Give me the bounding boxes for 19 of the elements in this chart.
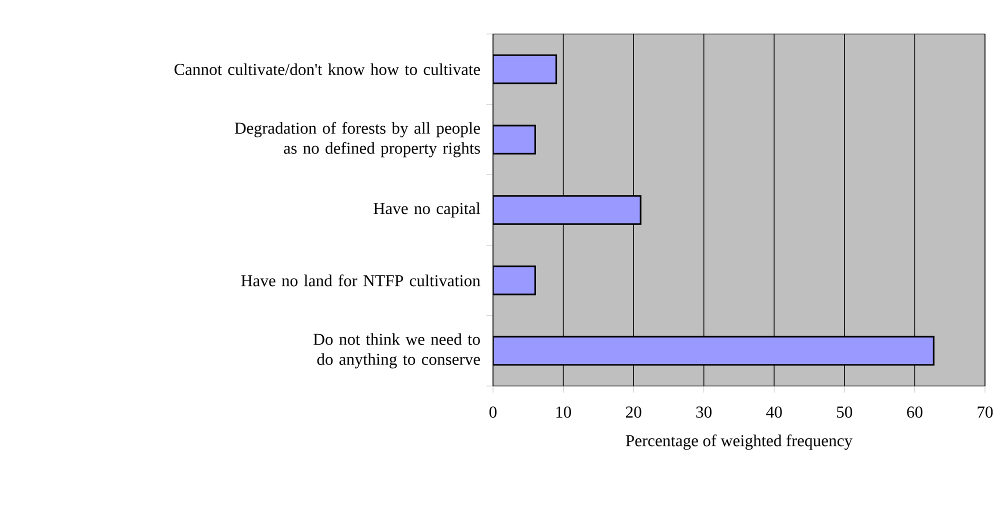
x-tick-label: 40 — [766, 406, 782, 418]
bar — [493, 266, 536, 296]
bar — [493, 54, 558, 84]
x-tick-label: 30 — [696, 406, 712, 418]
y-tick-label: Cannot cultivate/don't know how to cultivate — [174, 63, 480, 76]
bar — [493, 336, 934, 366]
x-tick-label: 20 — [626, 406, 642, 418]
x-tick-label: 60 — [907, 406, 922, 418]
bar — [493, 195, 642, 225]
x-tick-label: 0 — [489, 406, 497, 418]
bar — [493, 124, 536, 154]
y-tick-label: Degradation of forests by all people as no defined property rights — [234, 122, 480, 158]
y-tick-label: Have no capital — [374, 202, 480, 218]
x-tick-label: 10 — [556, 406, 571, 418]
y-tick-label: Have no land for NTFP cultivation — [241, 274, 480, 286]
x-tick-label: 70 — [978, 406, 993, 418]
x-tick-label: 50 — [837, 406, 852, 418]
x-axis-title: Percentage of weighted frequency — [626, 434, 853, 450]
y-tick-label: Do not think we need to do anything to conserve — [313, 333, 480, 368]
